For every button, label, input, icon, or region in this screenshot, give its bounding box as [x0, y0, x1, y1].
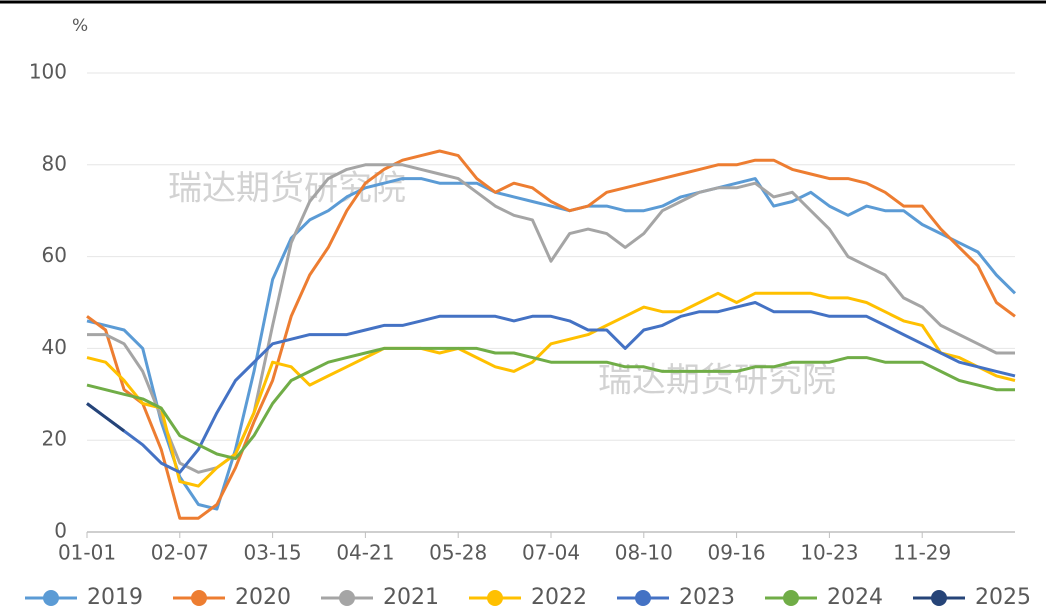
x-tick-label: 08-10: [615, 541, 673, 565]
legend-label: 2021: [383, 585, 439, 610]
legend-label: 2019: [87, 585, 143, 610]
legend-label: 2024: [827, 585, 883, 610]
watermark: 瑞达期货研究院: [168, 169, 406, 209]
series-line: [86, 301, 1016, 474]
legend-label: 2025: [975, 585, 1031, 610]
legend-marker: [487, 590, 503, 606]
y-tick-label: 80: [42, 151, 67, 175]
legend-item: 2020: [173, 585, 291, 610]
legend-item: 2025: [913, 585, 1031, 610]
x-tick-label: 07-04: [522, 541, 580, 565]
x-tick-label: 09-16: [708, 541, 766, 565]
legend-item: 2021: [321, 585, 439, 610]
legend-item: 2024: [765, 585, 883, 610]
legend-label: 2023: [679, 585, 735, 610]
series-line: [87, 163, 1015, 474]
legend-item: 2023: [617, 585, 735, 610]
legend-marker: [43, 590, 59, 606]
legend-item: 2022: [469, 585, 587, 610]
legend-label: 2020: [235, 585, 291, 610]
legend-marker: [931, 590, 947, 606]
legend-marker: [191, 590, 207, 606]
series-line: [86, 291, 1016, 488]
legend-item: 2019: [25, 585, 143, 610]
series-line: [86, 346, 1015, 461]
y-tick-label: 100: [29, 60, 67, 84]
legend-marker: [339, 590, 355, 606]
series-line: [86, 177, 1017, 511]
x-tick-label: 04-21: [336, 541, 394, 565]
x-tick-label: 05-28: [429, 541, 487, 565]
y-axis-label: %: [72, 16, 88, 36]
y-tick-label: 60: [42, 243, 67, 267]
x-tick-label: 01-01: [58, 541, 116, 565]
y-tick-label: 20: [42, 427, 67, 451]
y-tick-label: 0: [54, 519, 67, 543]
series-line: [86, 402, 125, 433]
legend-marker: [783, 590, 799, 606]
x-tick-label: 02-07: [151, 541, 209, 565]
x-tick-label: 11-29: [893, 541, 951, 565]
x-tick-label: 10-23: [800, 541, 858, 565]
legend-marker: [635, 590, 651, 606]
x-tick-label: 03-15: [244, 541, 302, 565]
y-tick-label: 40: [42, 335, 67, 359]
legend-label: 2022: [531, 585, 587, 610]
